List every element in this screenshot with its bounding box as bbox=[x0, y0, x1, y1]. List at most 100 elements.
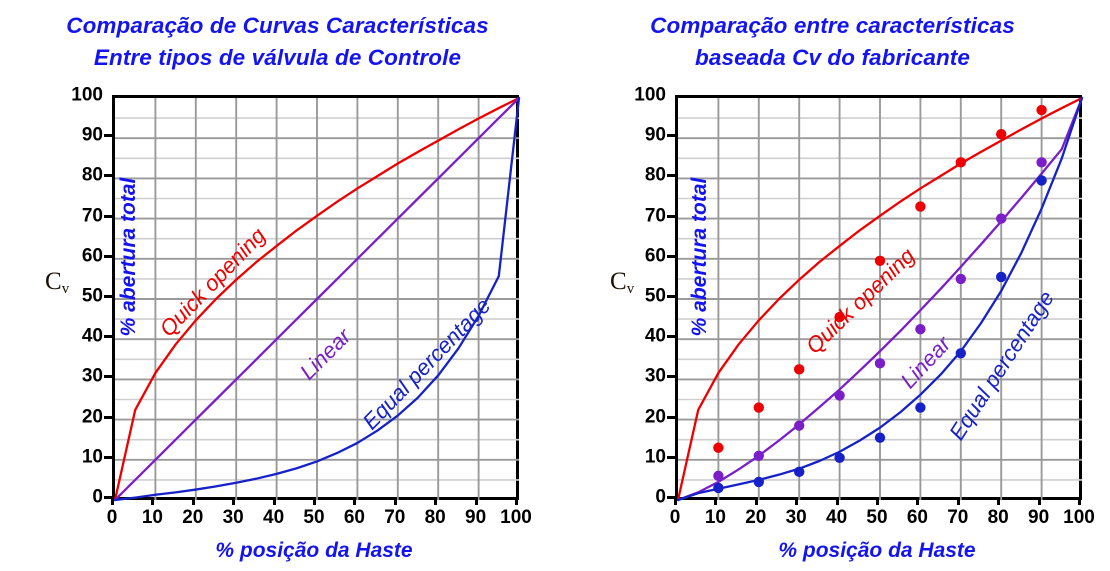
y-tick-mark bbox=[104, 335, 112, 339]
x-tick-mark bbox=[916, 497, 920, 505]
y-tick-mark bbox=[104, 455, 112, 459]
x-tick-label: 60 bbox=[343, 507, 365, 528]
y-tick-mark bbox=[667, 254, 675, 258]
plot-area-right bbox=[675, 95, 1084, 502]
x-tick-label: 100 bbox=[1063, 507, 1095, 528]
cv-subscript-left: v bbox=[61, 281, 70, 297]
x-tick-label: 30 bbox=[785, 507, 807, 528]
x-tick-mark bbox=[111, 497, 114, 505]
x-tick-label: 70 bbox=[947, 507, 969, 528]
y-tick-mark bbox=[667, 415, 675, 419]
x-tick-mark bbox=[232, 497, 236, 505]
y-tick-label: 0 bbox=[92, 486, 103, 508]
x-tick-mark bbox=[151, 497, 155, 505]
y-tick-label: 50 bbox=[81, 285, 103, 307]
y-tick-mark bbox=[667, 134, 675, 138]
y-tick-label: 70 bbox=[81, 205, 103, 227]
y-tick-label: 20 bbox=[644, 406, 666, 428]
x-tick-label: 80 bbox=[424, 507, 446, 528]
x-tick-label: 40 bbox=[263, 507, 285, 528]
x-tick-mark bbox=[313, 497, 316, 505]
x-tick-label: 0 bbox=[669, 507, 681, 528]
y-axis-title-right: % abertura total bbox=[688, 177, 711, 337]
y-tick-label: 80 bbox=[644, 164, 666, 186]
x-tick-mark bbox=[272, 497, 276, 505]
x-tick-mark bbox=[353, 497, 357, 505]
plot-wrap-right: 0 10 20 30 40 50 60 70 80 90 100 0 10 20 30 40 50 60 70 80… bbox=[610, 86, 1095, 563]
y-tick-mark bbox=[667, 295, 675, 298]
chart-title-left-line2: Entre tipos de válvula de Controle bbox=[93, 45, 462, 70]
y-tick-mark bbox=[104, 214, 112, 218]
x-tick-mark bbox=[434, 497, 438, 505]
y-tick-mark bbox=[667, 455, 675, 459]
x-tick-mark bbox=[956, 497, 960, 505]
y-tick-label: 50 bbox=[644, 285, 666, 307]
y-tick-label: 100 bbox=[71, 84, 103, 106]
x-tick-label: 10 bbox=[141, 507, 163, 528]
y-tick-mark bbox=[667, 174, 675, 178]
x-tick-label: 20 bbox=[182, 507, 204, 528]
x-tick-label: 10 bbox=[704, 507, 726, 528]
plot-wrap-left: 0 10 20 30 40 50 60 70 80 90 100 0 10 20 30 40 50 60 70 80… bbox=[45, 86, 532, 563]
x-tick-label: 50 bbox=[303, 507, 325, 528]
x-tick-mark bbox=[876, 497, 879, 505]
chart-panel-right: Comparação entre características baseada… bbox=[555, 0, 1110, 571]
chart-title-left-line1: Comparação de Curvas Características bbox=[66, 13, 489, 38]
x-tick-mark bbox=[835, 497, 839, 505]
y-tick-mark bbox=[667, 496, 675, 499]
x-tick-mark bbox=[795, 497, 799, 505]
x-tick-mark bbox=[515, 497, 518, 505]
curves-right bbox=[676, 96, 1084, 502]
curves-left bbox=[113, 96, 521, 502]
chart-title-right-line2: baseada Cv do fabricante bbox=[695, 45, 970, 70]
cv-symbol-left: Cv bbox=[45, 268, 70, 297]
y-tick-mark bbox=[667, 375, 675, 379]
y-tick-label: 10 bbox=[644, 446, 666, 468]
cv-letter-left: C bbox=[45, 268, 62, 295]
cv-symbol-right: Cv bbox=[610, 268, 635, 297]
gridlines-right bbox=[678, 98, 1082, 500]
y-tick-label: 0 bbox=[655, 486, 666, 508]
chart-title-left: Comparação de Curvas Características Ent… bbox=[0, 10, 555, 74]
x-tick-label: 100 bbox=[500, 507, 532, 528]
x-tick-label: 50 bbox=[866, 507, 888, 528]
x-tick-mark bbox=[474, 497, 478, 505]
y-tick-label: 90 bbox=[81, 124, 103, 146]
x-tick-mark bbox=[1078, 497, 1081, 505]
y-tick-label: 70 bbox=[644, 205, 666, 227]
x-tick-label: 60 bbox=[906, 507, 928, 528]
y-tick-mark bbox=[104, 415, 112, 419]
y-tick-label: 30 bbox=[81, 365, 103, 387]
chart-panel-left: Comparação de Curvas Características Ent… bbox=[0, 10, 555, 563]
y-tick-mark bbox=[667, 214, 675, 218]
x-tick-label: 30 bbox=[222, 507, 244, 528]
x-tick-label: 20 bbox=[745, 507, 767, 528]
y-tick-mark bbox=[104, 174, 112, 178]
x-tick-mark bbox=[714, 497, 718, 505]
x-tick-mark bbox=[1037, 497, 1041, 505]
chart-title-right: Comparação entre características baseada… bbox=[555, 10, 1110, 74]
y-tick-label: 80 bbox=[81, 164, 103, 186]
y-tick-label: 40 bbox=[81, 325, 103, 347]
x-tick-mark bbox=[191, 497, 195, 505]
x-tick-mark bbox=[754, 497, 758, 505]
y-tick-label: 30 bbox=[644, 365, 666, 387]
y-tick-label: 20 bbox=[81, 406, 103, 428]
x-axis-title-left: % posição da Haste bbox=[215, 539, 413, 562]
plot-right-edge-left bbox=[516, 95, 519, 500]
cv-letter-right: C bbox=[610, 268, 627, 295]
cv-subscript-right: v bbox=[626, 281, 635, 297]
y-tick-mark bbox=[104, 496, 112, 499]
x-tick-label: 70 bbox=[384, 507, 406, 528]
y-tick-label: 60 bbox=[81, 245, 103, 267]
y-axis-title-left: % abertura total bbox=[117, 177, 140, 337]
x-tick-mark bbox=[674, 497, 677, 505]
x-tick-label: 90 bbox=[465, 507, 487, 528]
y-tick-label: 40 bbox=[644, 325, 666, 347]
y-tick-label: 10 bbox=[81, 446, 103, 468]
y-tick-label: 60 bbox=[644, 245, 666, 267]
x-axis-title-right: % posição da Haste bbox=[778, 539, 976, 562]
x-tick-label: 90 bbox=[1028, 507, 1050, 528]
y-tick-mark bbox=[104, 295, 112, 298]
